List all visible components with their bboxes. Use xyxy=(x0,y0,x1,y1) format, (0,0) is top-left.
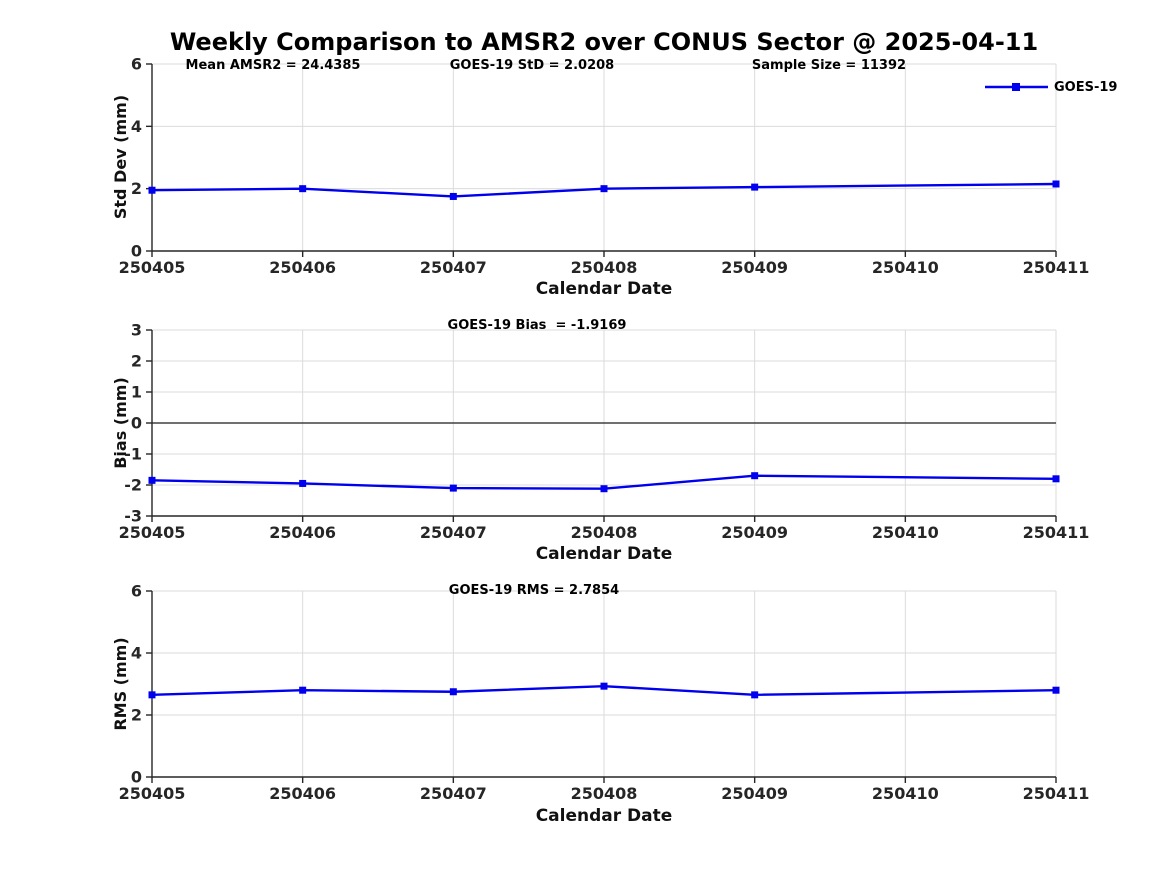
y-tick-label: 4 xyxy=(131,117,142,136)
x-tick-label: 250410 xyxy=(872,784,939,803)
x-axis-label-rms: Calendar Date xyxy=(535,806,673,826)
annotation-goes19-std: GOES-19 StD = 2.0208 xyxy=(449,58,615,73)
y-axis-label-std-dev: Std Dev (mm) xyxy=(111,94,130,220)
data-point-marker xyxy=(449,688,457,696)
x-tick-label: 250406 xyxy=(269,258,336,277)
x-tick-label: 250409 xyxy=(721,523,788,542)
y-tick-label: 2 xyxy=(131,352,142,371)
x-tick-label: 250409 xyxy=(721,784,788,803)
data-point-marker xyxy=(148,476,156,484)
annotation-mean-amsr2: Mean AMSR2 = 24.4385 xyxy=(185,58,361,73)
y-tick-label: 0 xyxy=(131,242,142,261)
x-tick-label: 250411 xyxy=(1023,258,1090,277)
x-tick-label: 250409 xyxy=(721,258,788,277)
data-line-GOES-19 xyxy=(151,684,1057,697)
data-point-marker xyxy=(751,472,759,480)
x-tick-label: 250411 xyxy=(1023,523,1090,542)
annotation-goes19-bias: GOES-19 Bias = -1.9169 xyxy=(447,318,627,333)
y-axis-label-rms: RMS (mm) xyxy=(111,637,130,731)
x-tick-label: 250405 xyxy=(119,258,186,277)
data-point-marker xyxy=(751,691,759,699)
x-tick-label: 250411 xyxy=(1023,784,1090,803)
x-tick-label: 250408 xyxy=(571,258,638,277)
x-tick-label: 250408 xyxy=(571,523,638,542)
y-tick-label: 2 xyxy=(131,179,142,198)
data-line-GOES-19 xyxy=(151,182,1057,198)
x-tick-label: 250410 xyxy=(872,258,939,277)
legend-label: GOES-19 xyxy=(1054,79,1118,95)
data-point-marker xyxy=(299,686,307,694)
x-tick-label: 250408 xyxy=(571,784,638,803)
chart-title: Weekly Comparison to AMSR2 over CONUS Se… xyxy=(169,28,1039,56)
x-axis-label-std-dev: Calendar Date xyxy=(535,279,673,299)
x-tick-label: 250405 xyxy=(119,523,186,542)
y-tick-label: 1 xyxy=(131,383,142,402)
y-tick-label: -1 xyxy=(124,445,142,464)
data-point-marker xyxy=(751,183,759,191)
data-point-marker xyxy=(148,691,156,699)
x-tick-label: 250407 xyxy=(420,258,487,277)
data-point-marker xyxy=(1052,475,1060,483)
legend: GOES-19 xyxy=(985,79,1117,95)
y-tick-label: 4 xyxy=(131,644,142,663)
data-line-GOES-19 xyxy=(151,474,1057,490)
data-point-marker xyxy=(299,479,307,487)
legend-line-icon xyxy=(985,83,1048,91)
y-tick-label: 3 xyxy=(131,321,142,340)
data-point-marker xyxy=(600,485,608,493)
x-axis-label-bias: Calendar Date xyxy=(535,544,673,564)
subplot-bias: 250405 250406 250407 250408 250409 250410 2504… xyxy=(119,321,1090,543)
data-point-marker xyxy=(600,185,608,193)
x-tick-label: 250407 xyxy=(420,523,487,542)
subplot-std-dev: 250405 250406 250407 250408 250409 250410 2504… xyxy=(119,55,1090,278)
y-tick-label: 2 xyxy=(131,706,142,725)
x-tick-label: 250410 xyxy=(872,523,939,542)
data-point-marker xyxy=(449,484,457,492)
data-point-marker xyxy=(449,192,457,200)
data-point-marker xyxy=(1052,180,1060,188)
y-tick-label: 0 xyxy=(131,414,142,433)
x-tick-label: 250405 xyxy=(119,784,186,803)
annotation-sample-size: Sample Size = 11392 xyxy=(751,58,907,73)
data-point-marker xyxy=(600,682,608,690)
y-tick-label: 6 xyxy=(131,582,142,601)
x-tick-label: 250406 xyxy=(269,523,336,542)
y-tick-label: -2 xyxy=(124,476,142,495)
y-tick-label: 0 xyxy=(131,768,142,787)
x-tick-label: 250407 xyxy=(420,784,487,803)
data-point-marker xyxy=(148,186,156,194)
data-point-marker xyxy=(299,185,307,193)
y-tick-label: 6 xyxy=(131,55,142,74)
subplot-rms: 250405 250406 250407 250408 250409 250410 2504… xyxy=(119,582,1090,804)
y-axis-label-bias: Bias (mm) xyxy=(111,377,130,469)
y-tick-label: -3 xyxy=(124,507,142,526)
annotation-goes19-rms: GOES-19 RMS = 2.7854 xyxy=(448,583,620,598)
data-point-marker xyxy=(1052,686,1060,694)
x-tick-label: 250406 xyxy=(269,784,336,803)
